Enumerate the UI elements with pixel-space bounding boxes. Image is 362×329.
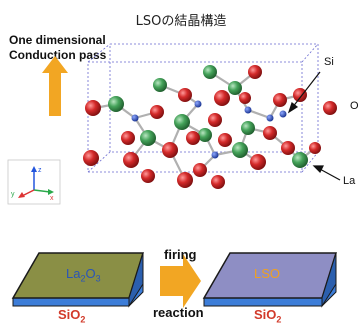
silicon-atom [244, 106, 252, 114]
oxygen-atom [309, 142, 321, 154]
oxygen-atom [293, 88, 307, 102]
oxygen-atom [211, 175, 225, 189]
conduction-label-line1: One dimensional [9, 33, 106, 47]
label-pointers [287, 71, 341, 181]
oxygen-atom [141, 169, 155, 183]
lanthanum-atom [174, 114, 190, 130]
sio2-label-right: SiO2 [254, 307, 282, 325]
silicon-atom [131, 114, 139, 122]
oxygen-atom [193, 163, 207, 177]
conduction-label: One dimensional Conduction pass [9, 33, 106, 63]
oxygen-atom [150, 105, 164, 119]
oxygen-atom [85, 100, 101, 116]
o-label: O [350, 100, 359, 112]
oxygen-atom [214, 90, 230, 106]
sio2-label-left: SiO2 [58, 307, 86, 325]
reaction-label: reaction [153, 305, 204, 320]
lanthanum-atoms [108, 65, 308, 168]
axis-y-label: y [11, 191, 15, 198]
axis-x-label: x [50, 195, 54, 202]
oxygen-atom [281, 141, 295, 155]
oxygen-atom [263, 126, 277, 140]
silicon-atoms [131, 100, 287, 159]
oxygen-atom [218, 133, 232, 147]
la2o3-label: La2O3 [66, 266, 101, 284]
axis-z-label: z [38, 167, 42, 174]
lanthanum-atom [228, 81, 242, 95]
silicon-atom [266, 114, 274, 122]
oxygen-atom [178, 88, 192, 102]
left-sample [11, 252, 145, 308]
lanthanum-atom [198, 128, 212, 142]
conduction-arrow [42, 56, 68, 116]
oxygen-atom [186, 131, 200, 145]
lanthanum-atom [203, 65, 217, 79]
oxygen-atom [177, 172, 193, 188]
si-label: Si [324, 56, 334, 68]
axes-triad: z y x [7, 159, 61, 205]
lanthanum-atom [232, 142, 248, 158]
oxygen-atom [250, 154, 266, 170]
lanthanum-atom [153, 78, 167, 92]
oxygen-atom [323, 101, 337, 115]
conduction-label-line2: Conduction pass [9, 48, 107, 62]
lanthanum-atom [140, 130, 156, 146]
lanthanum-atom [292, 152, 308, 168]
silicon-atom [194, 100, 202, 108]
oxygen-atoms [83, 65, 337, 189]
firing-label: firing [164, 247, 197, 262]
right-sample [202, 252, 338, 308]
oxygen-atom [121, 131, 135, 145]
lanthanum-atom [241, 121, 255, 135]
silicon-atom [279, 110, 287, 118]
oxygen-atom [273, 93, 287, 107]
la-label: La [343, 175, 356, 187]
oxygen-atom [208, 113, 222, 127]
silicon-atom [211, 151, 219, 159]
oxygen-atom [123, 152, 139, 168]
oxygen-atom [162, 142, 178, 158]
process-arrow [160, 254, 201, 308]
structure-title: LSOの結晶構造 [135, 14, 227, 29]
oxygen-atom [248, 65, 262, 79]
lso-label: LSO [254, 266, 281, 281]
oxygen-atom [83, 150, 99, 166]
oxygen-atom [239, 92, 251, 104]
lanthanum-atom [108, 96, 124, 112]
